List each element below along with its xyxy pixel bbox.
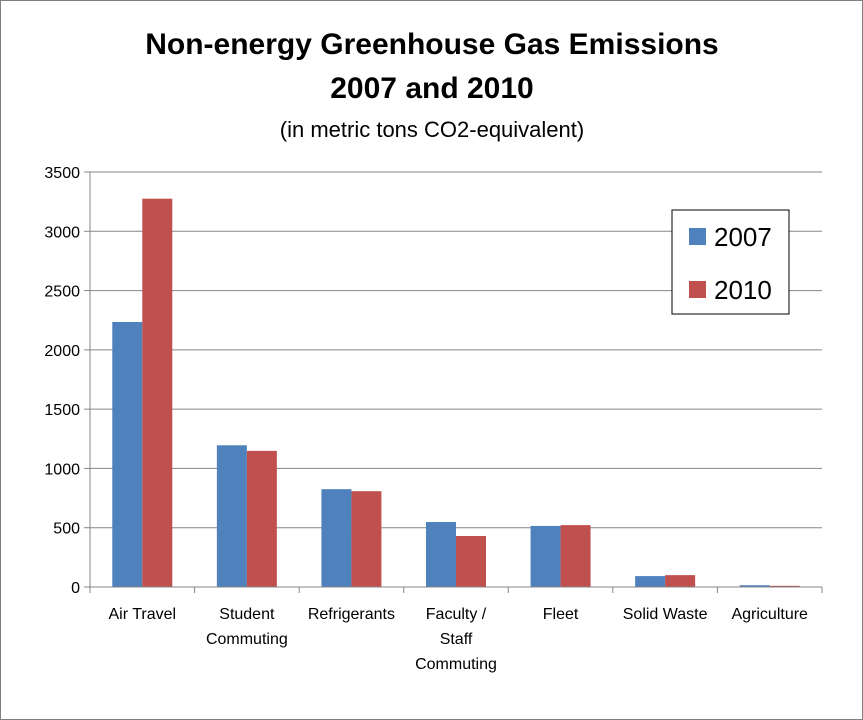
bar-2007 (112, 321, 143, 587)
y-tick-label: 0 (71, 580, 80, 597)
x-category-label: Solid Waste (623, 606, 708, 623)
bar-2010 (665, 575, 696, 587)
y-tick-label: 3500 (44, 165, 80, 182)
y-tick-label: 3000 (44, 224, 80, 241)
bar-2007 (530, 525, 561, 587)
bar-2007 (321, 489, 352, 587)
bar-2010 (769, 585, 800, 587)
bar-2010 (246, 450, 277, 587)
legend-swatch-2010 (689, 281, 706, 298)
bar-2010 (456, 536, 486, 587)
x-category-label: Staff (440, 631, 473, 648)
x-category-label: Agriculture (731, 606, 808, 623)
bar-2010 (560, 525, 591, 587)
bar-2010 (351, 491, 382, 587)
bar-2007 (739, 585, 770, 587)
y-tick-label: 500 (53, 521, 80, 538)
chart-subtitle: (in metric tons CO2-equivalent) (280, 117, 584, 142)
chart-title-line-2: 2007 and 2010 (330, 72, 533, 105)
y-tick-label: 2000 (44, 343, 80, 360)
x-category-label: Commuting (206, 631, 288, 648)
legend-label-2010: 2010 (714, 275, 772, 305)
bar-2010 (142, 198, 173, 587)
x-category-label: Commuting (415, 656, 497, 673)
bar-2007 (426, 522, 456, 587)
y-tick-label: 1000 (44, 461, 80, 478)
x-category-label: Air Travel (108, 606, 176, 623)
y-tick-label: 2500 (44, 284, 80, 301)
chart-title-line-1: Non-energy Greenhouse Gas Emissions (145, 28, 719, 61)
x-category-label: Student (219, 606, 275, 623)
legend-swatch-2007 (689, 228, 706, 245)
bar-2007 (635, 576, 666, 587)
y-tick-label: 1500 (44, 402, 80, 419)
x-category-label: Refrigerants (308, 606, 395, 623)
x-category-label: Fleet (543, 606, 579, 623)
legend-label-2007: 2007 (714, 222, 772, 252)
x-category-label: Faculty / (426, 606, 487, 623)
bar-2007 (216, 445, 247, 587)
